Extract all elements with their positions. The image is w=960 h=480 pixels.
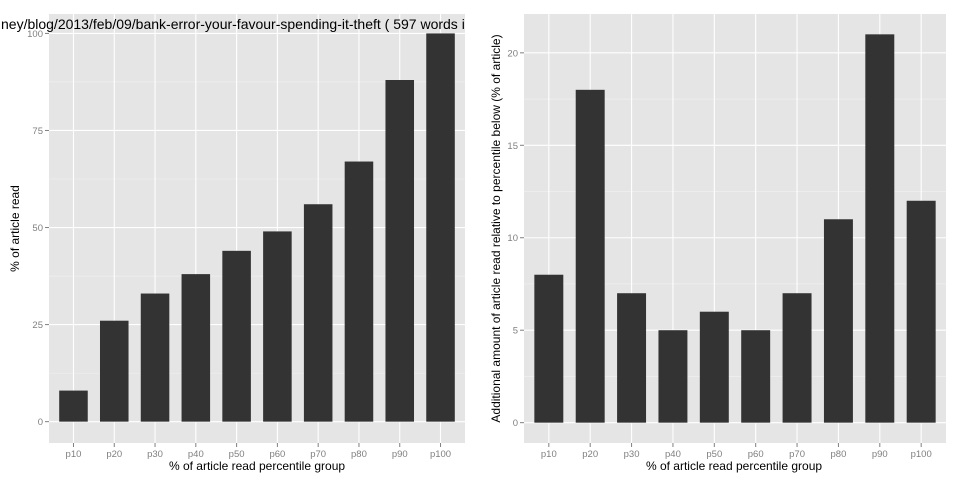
x-tick-label: p80 — [351, 449, 367, 460]
bar-p60 — [263, 231, 292, 422]
x-tick-label: p30 — [624, 449, 640, 460]
bar-p100 — [906, 200, 936, 423]
bar-p90 — [865, 34, 895, 423]
y-tick-label: 25 — [32, 320, 43, 331]
x-tick-label: p60 — [269, 449, 285, 460]
bar-p50 — [222, 250, 251, 422]
x-axis-title: % of article read percentile group — [646, 459, 822, 473]
x-tick-label: p70 — [310, 449, 326, 460]
x-tick-label: p10 — [66, 449, 82, 460]
bar-p10 — [59, 390, 88, 422]
bar-p50 — [699, 311, 729, 423]
x-axis-title: % of article read percentile group — [169, 459, 345, 473]
x-tick-label: p60 — [748, 449, 764, 460]
bar-p70 — [782, 293, 812, 423]
y-tick-label: 0 — [38, 417, 43, 428]
x-tick-label: p100 — [911, 449, 932, 460]
y-tick-label: 100 — [27, 29, 43, 40]
y-tick-label: 15 — [507, 141, 518, 152]
x-tick-label: p90 — [392, 449, 408, 460]
bar-p80 — [823, 219, 853, 423]
y-axis-title: Additional amount of article read relati… — [489, 34, 503, 422]
x-tick-label: p40 — [188, 449, 204, 460]
x-tick-label: p50 — [229, 449, 245, 460]
x-tick-label: p20 — [582, 449, 598, 460]
x-tick-label: p50 — [706, 449, 722, 460]
x-tick-label: p40 — [665, 449, 681, 460]
bar-p10 — [534, 274, 564, 423]
bar-p90 — [385, 80, 415, 422]
bar-p30 — [140, 293, 170, 422]
bar-p40 — [181, 274, 211, 422]
y-tick-label: 0 — [513, 418, 518, 429]
x-tick-label: p80 — [831, 449, 847, 460]
bar-p20 — [99, 320, 129, 422]
bar-p80 — [344, 161, 374, 422]
y-tick-label: 75 — [32, 126, 43, 137]
x-tick-label: p10 — [541, 449, 557, 460]
x-tick-label: p100 — [430, 449, 451, 460]
bar-p20 — [575, 89, 605, 423]
chart-title: ney/blog/2013/feb/09/bank-error-your-fav… — [1, 16, 465, 32]
bar-p100 — [426, 33, 455, 422]
bar-p40 — [658, 330, 688, 423]
bar-p30 — [617, 293, 647, 423]
x-tick-label: p90 — [872, 449, 888, 460]
left-chart: 0 25 50 75 100 p10 p20 p30 p40 p50 p60 p70 p80 p90 p10… — [1, 14, 465, 473]
y-tick-label: 50 — [32, 223, 43, 234]
bar-p70 — [303, 204, 333, 422]
x-tick-label: p30 — [147, 449, 163, 460]
x-tick-label: p70 — [789, 449, 805, 460]
y-axis-title: % of article read — [8, 185, 22, 272]
x-tick-label: p20 — [106, 449, 122, 460]
y-tick-label: 10 — [507, 233, 518, 244]
bar-p60 — [741, 330, 771, 423]
y-tick-label: 20 — [507, 48, 518, 59]
y-tick-label: 5 — [513, 326, 518, 337]
right-chart: 0 5 10 15 20 p10 p20 p30 p40 p50 p60 p70 p80 p90 p100%… — [489, 14, 946, 473]
